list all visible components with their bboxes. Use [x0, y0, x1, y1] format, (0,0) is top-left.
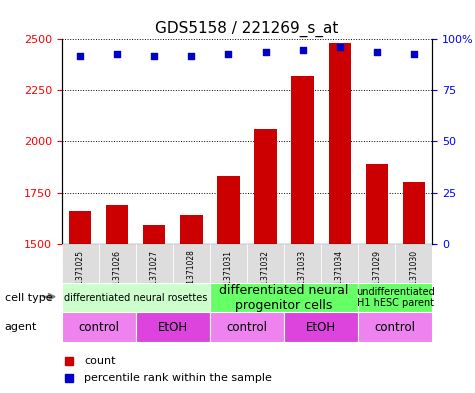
Text: GSM1371027: GSM1371027 [150, 250, 159, 301]
FancyBboxPatch shape [358, 312, 432, 342]
Text: EtOH: EtOH [158, 321, 188, 334]
Bar [106, 205, 128, 393]
Text: GSM1371025: GSM1371025 [76, 250, 85, 301]
FancyBboxPatch shape [210, 283, 358, 312]
Point [410, 50, 418, 57]
Text: differentiated neural rosettes: differentiated neural rosettes [64, 293, 208, 303]
FancyBboxPatch shape [247, 244, 284, 283]
FancyBboxPatch shape [62, 244, 99, 283]
FancyBboxPatch shape [395, 244, 432, 283]
FancyBboxPatch shape [62, 283, 210, 312]
Text: GSM1371029: GSM1371029 [372, 250, 381, 301]
FancyBboxPatch shape [173, 244, 210, 283]
Text: GSM1371034: GSM1371034 [335, 250, 344, 301]
Bar [69, 211, 91, 393]
FancyBboxPatch shape [210, 244, 247, 283]
FancyBboxPatch shape [358, 244, 395, 283]
FancyBboxPatch shape [284, 244, 321, 283]
Text: count: count [84, 356, 115, 366]
Bar [403, 182, 425, 393]
Text: EtOH: EtOH [306, 321, 336, 334]
Point [151, 53, 158, 59]
FancyBboxPatch shape [62, 312, 136, 342]
Bar [366, 164, 388, 393]
FancyBboxPatch shape [321, 244, 358, 283]
FancyBboxPatch shape [358, 283, 432, 312]
FancyBboxPatch shape [136, 244, 173, 283]
Point [225, 50, 232, 57]
Point [76, 53, 84, 59]
Text: undifferentiated
H1 hESC parent: undifferentiated H1 hESC parent [356, 287, 435, 309]
Bar [329, 43, 351, 393]
Point [373, 48, 380, 55]
Bar [292, 76, 314, 393]
Title: GDS5158 / 221269_s_at: GDS5158 / 221269_s_at [155, 20, 339, 37]
Bar [218, 176, 239, 393]
Text: percentile rank within the sample: percentile rank within the sample [84, 373, 272, 383]
Point [262, 48, 269, 55]
Text: control: control [375, 321, 416, 334]
Bar [143, 225, 165, 393]
FancyBboxPatch shape [136, 312, 210, 342]
Text: GSM1371030: GSM1371030 [409, 250, 418, 301]
Point [188, 53, 195, 59]
Text: GSM1371028: GSM1371028 [187, 250, 196, 300]
Text: cell type: cell type [5, 292, 52, 303]
Text: GSM1371026: GSM1371026 [113, 250, 122, 301]
Text: GSM1371032: GSM1371032 [261, 250, 270, 301]
Text: differentiated neural
progenitor cells: differentiated neural progenitor cells [219, 284, 349, 312]
FancyBboxPatch shape [210, 312, 284, 342]
Bar [255, 129, 276, 393]
FancyBboxPatch shape [284, 312, 358, 342]
FancyBboxPatch shape [99, 244, 136, 283]
Text: agent: agent [5, 322, 37, 332]
Point [114, 50, 121, 57]
Text: control: control [78, 321, 119, 334]
Point [299, 46, 306, 53]
Point [336, 44, 343, 51]
Text: control: control [227, 321, 267, 334]
Text: GSM1371033: GSM1371033 [298, 250, 307, 301]
Text: GSM1371031: GSM1371031 [224, 250, 233, 301]
Bar [180, 215, 202, 393]
